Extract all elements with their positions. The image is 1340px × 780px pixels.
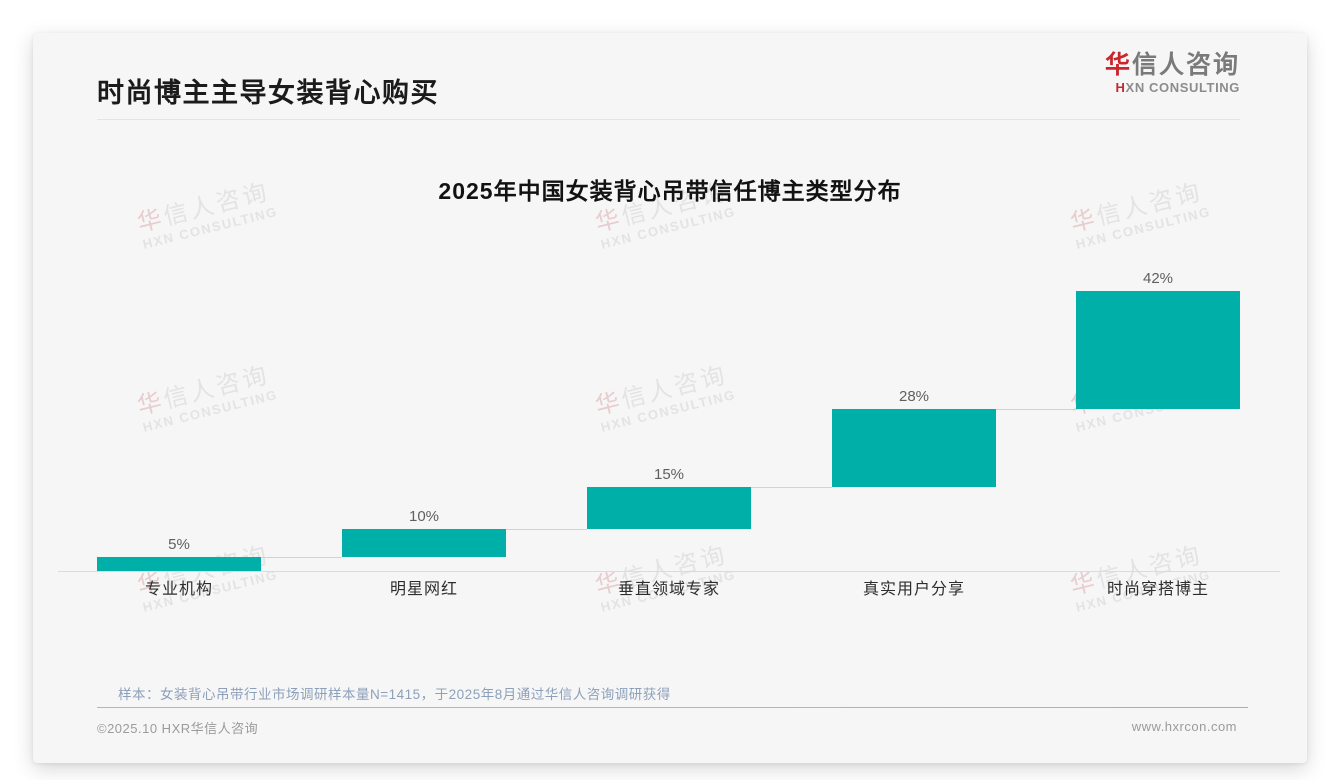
logo-en-rest: XN CONSULTING — [1125, 79, 1240, 95]
bar-value-label: 10% — [408, 508, 440, 525]
bar-value-label: 42% — [1142, 270, 1174, 287]
x-axis-label: 垂直领域专家 — [617, 581, 720, 598]
watermark-line2: HXN CONSULTING — [599, 203, 738, 252]
watermark-line2: HXN CONSULTING — [141, 386, 280, 435]
x-axis-label: 时尚穿搭博主 — [1106, 581, 1209, 598]
bar-value-label: 15% — [653, 466, 685, 483]
logo-cn-accent: 华 — [1104, 51, 1132, 79]
waterfall-bar — [1076, 291, 1240, 409]
logo-en-accent: H — [1115, 79, 1126, 95]
x-axis-label: 专业机构 — [144, 581, 213, 598]
watermark-line2: HXN CONSULTING — [141, 203, 280, 252]
company-logo: 华信人咨询 HXN CONSULTING — [1104, 51, 1240, 95]
watermark-line2: HXN CONSULTING — [1074, 203, 1213, 252]
sample-footnote: 样本：女装背心吊带行业市场调研样本量N=1415，于2025年8月通过华信人咨询… — [118, 687, 671, 702]
waterfall-bar — [832, 408, 996, 487]
bar-connector — [506, 529, 587, 530]
x-axis-label: 真实用户分享 — [862, 581, 965, 598]
waterfall-bar — [342, 529, 506, 557]
waterfall-bar — [97, 557, 261, 571]
logo-chinese-text: 华信人咨询 — [1104, 51, 1240, 80]
waterfall-bar — [587, 487, 751, 529]
watermark-line1: 华信人咨询 — [592, 361, 731, 421]
watermark-line1: 华信人咨询 — [134, 361, 273, 421]
report-card: 华信人咨询 HXN CONSULTING 华信人咨询 HXN CONSULTING 华信… — [33, 33, 1307, 763]
x-axis-line — [58, 571, 1280, 572]
chart-title: 2025年中国女装背心吊带信任博主类型分布 — [438, 178, 902, 204]
page-title: 时尚博主主导女装背心购买 — [97, 78, 439, 108]
bar-connector — [261, 557, 342, 558]
bar-value-label: 5% — [168, 536, 190, 553]
logo-english-text: HXN CONSULTING — [1105, 79, 1240, 95]
bar-connector — [996, 408, 1076, 410]
footer-website: www.hxrcon.com — [1131, 719, 1237, 734]
footer-divider — [97, 707, 1248, 708]
x-axis-label: 明星网红 — [389, 581, 458, 598]
watermark-line2: HXN CONSULTING — [599, 386, 738, 435]
footer-copyright: ©2025.10 HXR华信人咨询 — [97, 721, 259, 736]
logo-cn-rest: 信人咨询 — [1131, 51, 1240, 79]
bar-value-label: 28% — [898, 387, 930, 405]
title-underline — [97, 119, 1240, 120]
bar-connector — [751, 487, 832, 488]
